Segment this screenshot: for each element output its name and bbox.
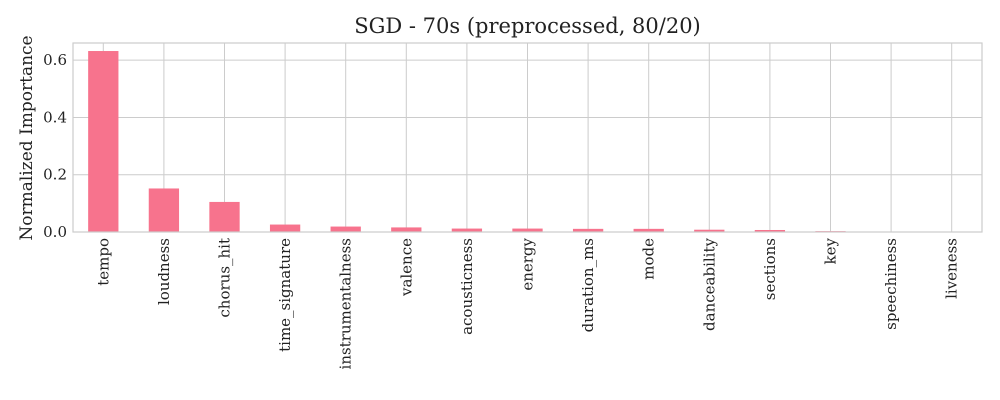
bar-instrumentalness (330, 226, 361, 232)
bar-danceability (694, 229, 725, 232)
bar-mode (633, 228, 664, 232)
bar-acousticness (451, 228, 483, 232)
x-tick-label: liveness (943, 238, 961, 299)
bar-chorus_hit (209, 201, 240, 232)
y-tick-label: 0.0 (43, 223, 67, 241)
bar-time_signature (269, 224, 301, 232)
x-tick-label: time_signature (276, 238, 294, 352)
x-tick-label: duration_ms (579, 238, 597, 332)
y-tick-label: 0.2 (43, 166, 67, 184)
bar-sections (754, 229, 786, 232)
bar-loudness (148, 188, 180, 232)
x-tick-label: sections (761, 238, 779, 300)
x-tick-label: acousticness (458, 238, 476, 335)
bar-duration_ms (572, 228, 604, 232)
x-tick-label: danceability (700, 237, 718, 330)
x-tick-label: key (822, 237, 840, 264)
bar-tempo (88, 51, 119, 232)
x-tick-label: mode (640, 238, 658, 280)
x-tick-label: loudness (155, 238, 173, 305)
plot-border (72, 42, 983, 233)
x-tick-label: valence (397, 238, 415, 297)
x-tick-label: chorus_hit (216, 238, 234, 318)
x-tick-label: instrumentalness (337, 238, 355, 369)
bar-valence (391, 227, 422, 232)
x-tick-label: energy (519, 237, 537, 290)
y-tick-label: 0.4 (43, 108, 67, 126)
chart-title: SGD - 70s (preprocessed, 80/20) (354, 14, 701, 38)
bar-energy (512, 228, 543, 232)
x-tick-label: tempo (94, 238, 112, 286)
y-tick-label: 0.6 (43, 51, 67, 69)
x-tick-label: speechiness (882, 238, 900, 330)
